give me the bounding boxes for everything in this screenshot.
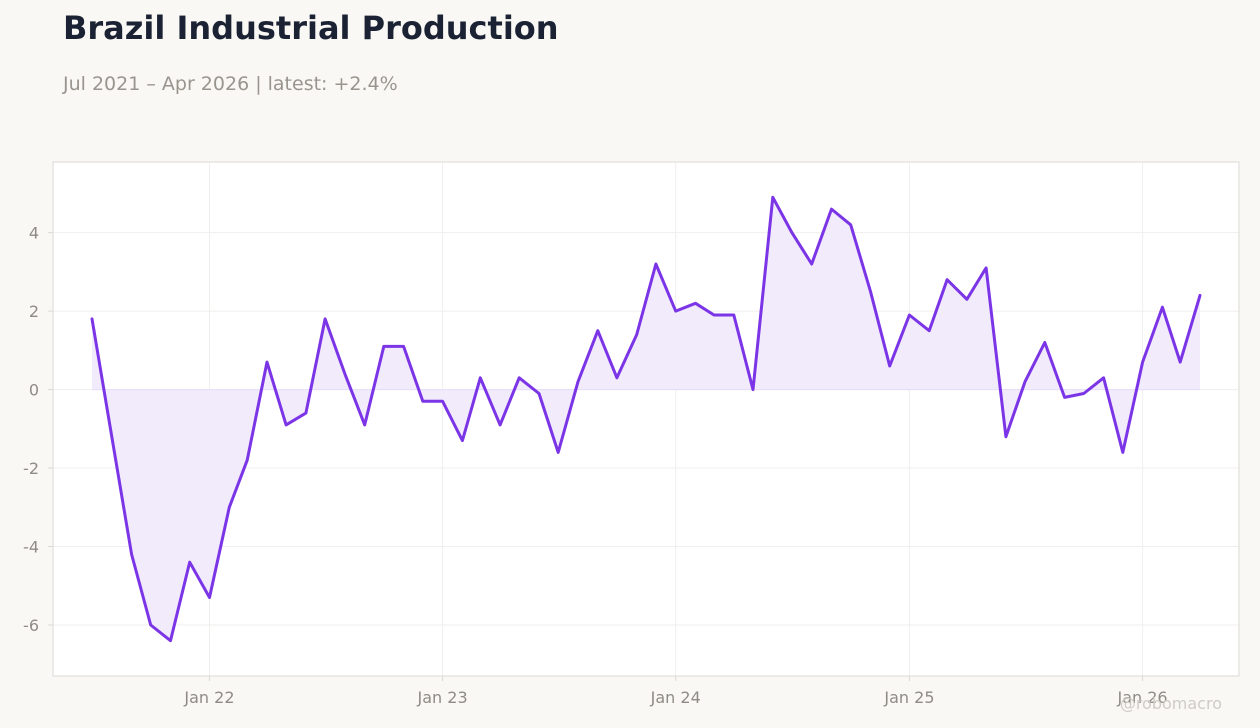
y-tick-label: -6 [23, 616, 39, 635]
watermark: @robomacro [1119, 694, 1222, 713]
x-tick-label: Jan 25 [883, 688, 934, 707]
x-tick-label: Jan 26 [1117, 688, 1168, 707]
series-line [90, 195, 1202, 643]
x-tick-label: Jan 22 [183, 688, 234, 707]
chart-subtitle: Jul 2021 – Apr 2026 | latest: +2.4% [63, 73, 398, 95]
y-axis: 4 2 0 -2 -4 -6 [23, 224, 53, 635]
plot-frame [52, 161, 1240, 677]
y-tick-label: 4 [29, 224, 39, 243]
x-axis: Jan 22 Jan 23 Jan 24 Jan 25 Jan 26 [183, 676, 1168, 707]
x-tick-label: Jan 23 [417, 688, 468, 707]
y-tick-label: 0 [29, 381, 39, 400]
y-tick-label: -2 [23, 459, 39, 478]
chart-title: Brazil Industrial Production [63, 9, 559, 47]
y-tick-label: 2 [29, 302, 39, 321]
y-tick-label: -4 [23, 538, 39, 557]
x-tick-label: Jan 24 [650, 688, 701, 707]
